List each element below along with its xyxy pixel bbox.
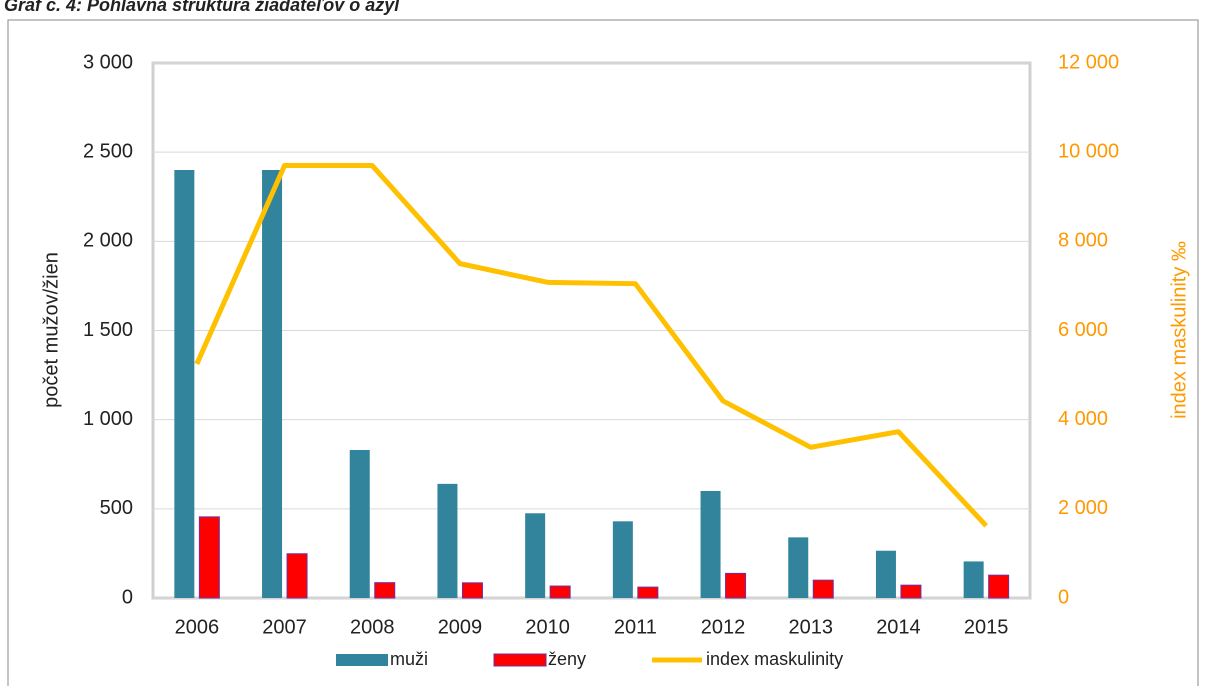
x-tick-label: 2009 [438,616,483,638]
x-tick-label: 2006 [175,616,220,638]
bar [437,483,458,598]
x-tick-label: 2014 [876,616,921,638]
x-tick-label: 2015 [964,616,1009,638]
bar [349,449,370,598]
y2-tick-label: 8 000 [1058,230,1108,252]
y-tick-label: 3 000 [83,51,133,73]
y2-tick-label: 0 [1058,586,1069,608]
legend-swatch [336,654,388,666]
y2-tick-label: 6 000 [1058,319,1108,341]
bar [963,561,984,598]
bar [637,586,659,599]
bar [788,537,809,598]
bar [461,582,483,599]
bar [198,516,220,599]
bar [549,585,571,599]
x-tick-label: 2011 [614,616,657,638]
bar [900,584,922,599]
y2-tick-label: 4 000 [1058,408,1108,430]
bar [612,521,633,598]
x-tick-label: 2008 [350,616,395,638]
x-tick-label: 2010 [525,616,570,638]
y-tick-label: 1 000 [83,408,133,430]
legend-label: index maskulinity [706,649,843,669]
chart-title: Graf č. 4: Pohlavná štruktúra žiadateľov… [4,0,400,15]
y2-tick-label: 10 000 [1058,140,1119,162]
y2-axis-label: index maskulinity ‰ [1168,241,1190,419]
bar [525,513,546,598]
y-tick-label: 2 500 [83,140,133,162]
y2-tick-label: 12 000 [1058,51,1119,73]
y-tick-label: 0 [122,586,133,608]
y-tick-label: 2 000 [83,230,133,252]
y2-tick-label: 2 000 [1058,497,1108,519]
legend-label: muži [390,649,428,669]
bar [725,572,747,599]
chart-frame [7,19,1199,686]
legend-swatch [493,653,547,667]
bar [286,553,308,599]
x-tick-label: 2012 [701,616,746,638]
bar [700,491,721,598]
x-tick-label: 2007 [262,616,307,638]
y-tick-label: 500 [100,497,133,519]
bar [875,550,896,598]
bar [374,582,396,599]
bar [262,170,283,598]
bar [812,579,834,599]
x-tick-label: 2013 [789,616,834,638]
y-axis-label: počet mužov/žien [40,252,62,408]
legend-label: ženy [548,649,586,669]
bar [174,170,195,598]
bar [988,574,1010,599]
y-tick-label: 1 500 [83,319,133,341]
line-series [194,163,988,528]
